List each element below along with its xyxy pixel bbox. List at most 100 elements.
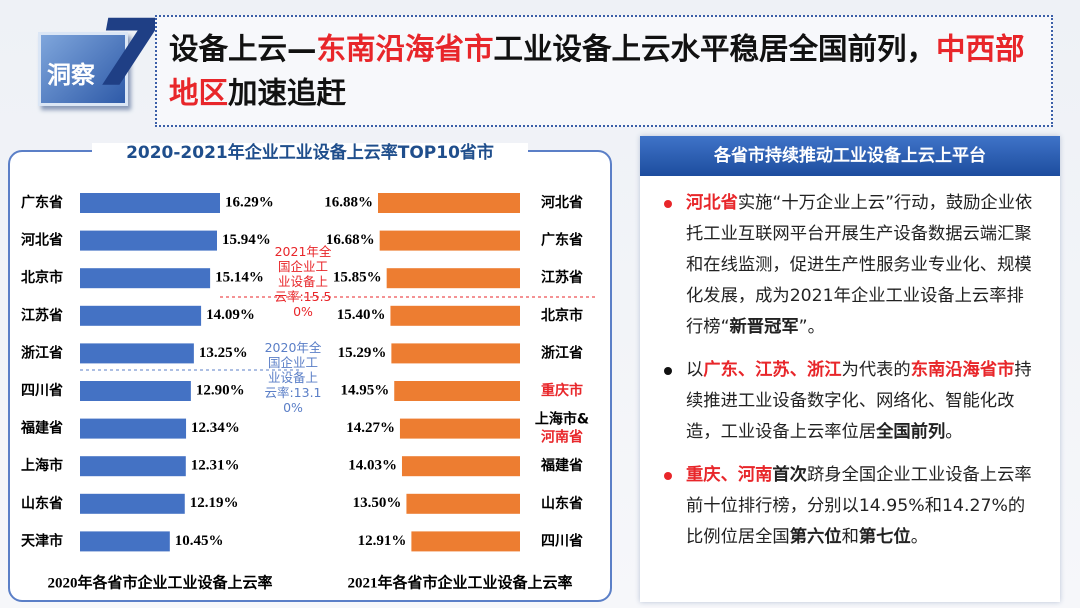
bar [80, 418, 187, 439]
category-label: 上海市 [21, 457, 63, 474]
value-label: 14.27% [346, 420, 395, 436]
bullet-run: 实施“十万企业上云”行动，鼓励企业依托工业互联网平台开展生产设备数据云端汇聚和在… [686, 193, 1033, 337]
bar [80, 456, 186, 477]
bar [80, 381, 191, 401]
bar [379, 230, 520, 251]
chart-title: 2020-2021年企业工业设备上云率TOP10省市 [126, 142, 494, 163]
bullet-run: 全国前列 [876, 422, 946, 442]
value-label: 15.29% [338, 345, 387, 361]
bar [80, 531, 170, 552]
category-label: 浙江省 [541, 344, 583, 361]
category-label: 山东省 [21, 495, 63, 512]
bullet-run: 第六位 [789, 527, 842, 547]
bar [390, 305, 520, 326]
bullet-run: 。 [910, 527, 929, 547]
bar [80, 230, 217, 251]
value-label: 14.09% [206, 307, 255, 323]
value-label: 15.94% [222, 232, 271, 248]
bullet-run: 以 [686, 360, 704, 380]
category-label: 天津市 [21, 532, 63, 549]
category-label: 福建省 [540, 457, 583, 474]
bullet-run: 新晋冠军 [729, 317, 799, 337]
title-run: 东南沿海省市 [316, 32, 494, 66]
bar [80, 305, 202, 326]
header: 设备上云—东南沿海省市工业设备上云水平稳居全国前列，中西部地区加速追赶 [155, 15, 1053, 127]
bullet-run: 。 [945, 422, 963, 442]
title-run: 设备上云— [169, 32, 317, 66]
value-label: 16.29% [225, 194, 274, 210]
bullet-run: 河北省 [686, 193, 738, 213]
badge-text: 洞察 [47, 61, 95, 89]
bullet-dot [664, 472, 672, 480]
side-panel: 各省市持续推动工业设备上云上平台河北省实施“十万企业上云”行动，鼓励企业依托工业… [640, 136, 1060, 602]
category-label: 浙江省 [21, 344, 63, 361]
category-label: 山东省 [541, 495, 583, 512]
bullet-run: 为代表的 [841, 360, 911, 380]
value-label: 14.03% [348, 458, 397, 474]
bar [80, 193, 220, 213]
category-label: 四川省 [21, 382, 63, 399]
category-label: 河北省 [21, 232, 63, 249]
chart-panel [8, 150, 612, 602]
bar [394, 381, 520, 401]
annotation: 2021年全国企业工业设备上云率:15.50% [274, 244, 332, 319]
category-part: 上海市& [535, 411, 589, 428]
value-label: 13.25% [199, 345, 248, 361]
bullet-run: 广东、江苏、浙江 [703, 360, 842, 380]
bar [80, 343, 194, 364]
bullet-dot [664, 200, 672, 208]
x-axis-title: 2021年各省市企业工业设备上云率 [347, 573, 572, 591]
value-label: 12.91% [358, 533, 407, 549]
bar [399, 418, 520, 439]
category-label: 北京市 [541, 307, 583, 324]
x-axis-title: 2020年各省市企业工业设备上云率 [47, 573, 272, 591]
bullet-run: 跻身全国企业工业设备上云率前十位排行榜，分别以14.95%和14.27%的比例位… [686, 465, 1032, 547]
panel-heading: 各省市持续推动工业设备上云上平台 [640, 136, 1060, 176]
bar [378, 193, 520, 213]
value-label: 10.45% [175, 533, 224, 549]
badge-number: 7 [95, 0, 160, 107]
bullet-run: 持续推进工业设备数字化、网络化、智能化改造，工业设备上云率位居 [686, 360, 1032, 442]
category-label: 广东省 [21, 194, 63, 211]
value-label: 13.50% [353, 495, 402, 511]
category-label: 福建省 [20, 420, 63, 437]
bar [401, 456, 520, 477]
title-run: 加速追赶 [228, 76, 347, 110]
value-label: 12.19% [190, 495, 239, 511]
annotation-box: 2021年全国企业工业设备上云率:15.50% [274, 244, 332, 319]
bullet-run: 第七位 [858, 527, 911, 547]
annotation: 2020年全国企业工业设备上云率:13.10% [264, 340, 322, 415]
bar [80, 493, 185, 514]
bullet: 河北省实施“十万企业上云”行动，鼓励企业依托工业互联网平台开展生产设备数据云端汇… [664, 188, 1040, 343]
header-title: 设备上云—东南沿海省市工业设备上云水平稳居全国前列，中西部地区加速追赶 [169, 27, 1031, 115]
title-run: 工业设备上云水平稳居全国前列， [493, 32, 937, 66]
bullet-list: 河北省实施“十万企业上云”行动，鼓励企业依托工业互联网平台开展生产设备数据云端汇… [640, 188, 1060, 553]
bullet-run: 东南沿海省市 [910, 360, 1015, 380]
bar [411, 531, 520, 552]
bullet: 重庆、河南首次跻身全国企业工业设备上云率前十位排行榜，分别以14.95%和14.… [664, 460, 1040, 553]
badge: 洞察 [38, 32, 128, 106]
category-label: 河北省 [541, 194, 583, 211]
bar [391, 343, 520, 364]
title-bg [92, 143, 528, 163]
category-label: 四川省 [541, 532, 583, 549]
chart: 2020-2021年企业工业设备上云率TOP10省市 16.29% 广东省 15.9… [20, 142, 596, 591]
category-label: 江苏省 [541, 269, 583, 286]
value-label: 12.31% [191, 458, 240, 474]
bullet-run: ”。 [798, 317, 825, 337]
bar [386, 268, 520, 289]
category-label: 重庆市 [541, 382, 583, 399]
value-label: 12.90% [196, 382, 245, 398]
value-label: 15.85% [333, 270, 382, 286]
value-label: 14.95% [340, 382, 389, 398]
bar [80, 268, 211, 289]
category-part: 河南省 [541, 429, 583, 446]
bullet-run: 和 [841, 527, 859, 547]
category-label: 广东省 [541, 232, 583, 249]
value-label: 15.40% [337, 307, 386, 323]
bullet-run: 首次 [772, 465, 807, 485]
title-run: 中西部地区 [169, 32, 1025, 110]
category-label: 上海市&河南省 [535, 411, 589, 446]
bullet-dot [664, 367, 672, 375]
bullet: 以广东、江苏、浙江为代表的东南沿海省市持续推进工业设备数字化、网络化、智能化改造… [664, 355, 1040, 448]
